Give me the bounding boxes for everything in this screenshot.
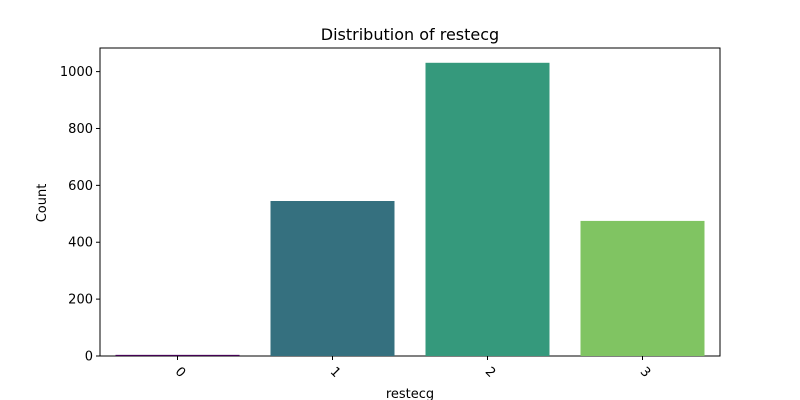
x-tick-label: 1 [327, 364, 343, 380]
bar-3 [580, 220, 705, 356]
x-axis-label: restecg [386, 387, 434, 400]
bars-group [115, 62, 705, 357]
x-axis: 0 1 2 3 [172, 356, 653, 381]
x-tick-label: 2 [482, 364, 498, 380]
x-tick-label: 3 [637, 364, 653, 380]
y-tick-label: 600 [68, 179, 93, 194]
y-tick-label: 400 [68, 236, 93, 251]
y-tick-label: 200 [68, 293, 93, 308]
bar-2 [425, 62, 550, 357]
y-axis-label: Count [35, 184, 50, 223]
plot-frame [99, 47, 721, 357]
y-axis: 0 200 400 600 800 1000 [60, 65, 100, 365]
x-tick-label: 0 [172, 364, 188, 380]
y-tick-label: 1000 [60, 65, 93, 80]
y-tick-label: 800 [68, 122, 93, 137]
chart-title: Distribution of restecg [321, 25, 499, 44]
y-tick-label: 0 [85, 350, 93, 365]
bar-1 [270, 201, 395, 356]
bar-0 [115, 354, 240, 356]
